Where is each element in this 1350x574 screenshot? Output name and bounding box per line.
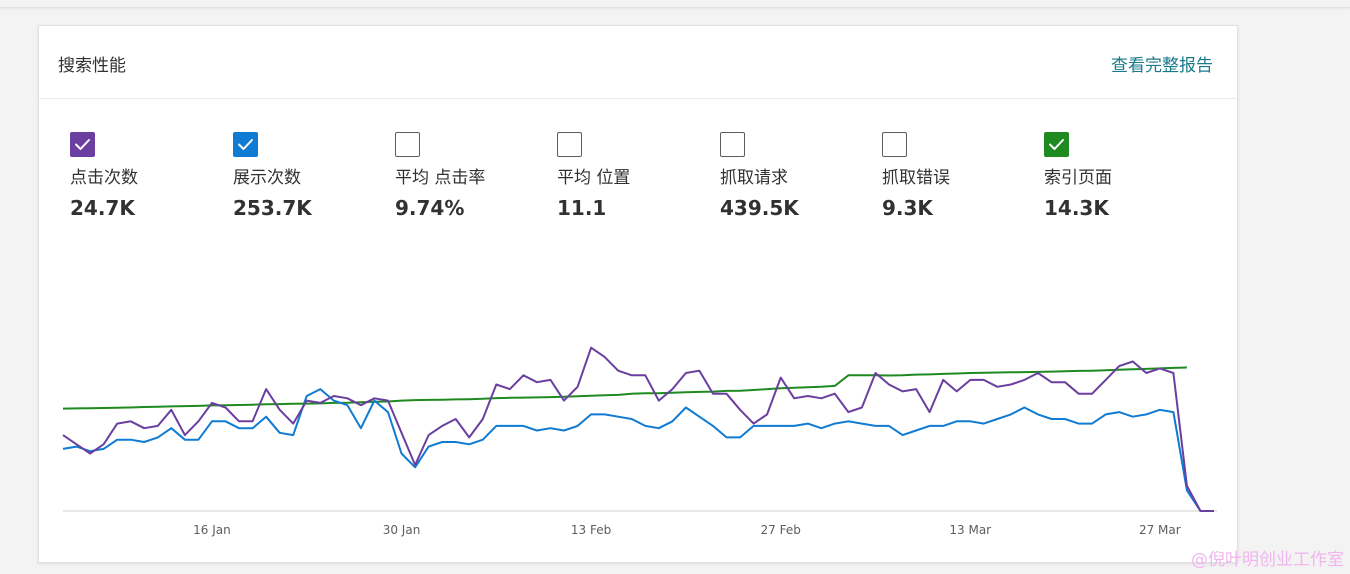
x-tick-label: 27 Feb	[761, 523, 801, 537]
metric-ctr[interactable]: 平均 点击率 9.74%	[395, 132, 545, 220]
metric-checkbox[interactable]	[720, 132, 745, 157]
performance-chart: 16 Jan 30 Jan 13 Feb 27 Feb 13 Mar 27 Mar	[62, 346, 1217, 537]
metric-label: 抓取错误	[882, 168, 950, 188]
metric-crawl-requests[interactable]: 抓取请求 439.5K	[720, 132, 870, 220]
x-tick-label: 27 Mar	[1139, 523, 1181, 537]
metric-checkbox[interactable]	[882, 132, 907, 157]
metric-value: 14.3K	[1044, 196, 1109, 220]
checkmark-icon	[238, 139, 253, 150]
indexed-pages-series-line	[62, 366, 1187, 410]
metric-checkbox[interactable]	[557, 132, 582, 157]
metric-checkbox[interactable]	[1044, 132, 1069, 157]
search-performance-card: 搜索性能 查看完整报告 点击次数 24.7K 展示次数 253.7K 平均 点击率 9.7…	[38, 25, 1238, 563]
metric-checkbox[interactable]	[70, 132, 95, 157]
metric-indexed-pages[interactable]: 索引页面 14.3K	[1044, 132, 1194, 220]
checkmark-icon	[75, 139, 90, 150]
metric-value: 9.74%	[395, 196, 465, 220]
metric-value: 9.3K	[882, 196, 933, 220]
card-header: 搜索性能 查看完整报告	[39, 26, 1237, 99]
x-tick-label: 16 Jan	[193, 523, 231, 537]
metric-clicks[interactable]: 点击次数 24.7K	[70, 132, 220, 220]
metric-value: 439.5K	[720, 196, 799, 220]
x-tick-label: 30 Jan	[383, 523, 421, 537]
metric-label: 展示次数	[233, 168, 301, 188]
top-bar	[0, 0, 1350, 8]
x-tick-label: 13 Mar	[949, 523, 991, 537]
metric-impressions[interactable]: 展示次数 253.7K	[233, 132, 383, 220]
metric-checkbox[interactable]	[233, 132, 258, 157]
metric-label: 平均 点击率	[395, 168, 486, 188]
metric-position[interactable]: 平均 位置 11.1	[557, 132, 707, 220]
clicks-series-line	[62, 346, 1214, 512]
metric-label: 平均 位置	[557, 168, 631, 188]
metric-crawl-errors[interactable]: 抓取错误 9.3K	[882, 132, 1032, 220]
metric-value: 11.1	[557, 196, 607, 220]
metric-value: 24.7K	[70, 196, 135, 220]
metric-label: 点击次数	[70, 168, 138, 188]
watermark: @倪叶明创业工作室	[1191, 550, 1344, 570]
metric-label: 索引页面	[1044, 168, 1112, 188]
impressions-series-line	[62, 388, 1214, 512]
x-tick-label: 13 Feb	[571, 523, 611, 537]
metric-checkbox[interactable]	[395, 132, 420, 157]
metric-label: 抓取请求	[720, 168, 788, 188]
view-full-report-link[interactable]: 查看完整报告	[1111, 56, 1213, 76]
card-title: 搜索性能	[58, 56, 126, 76]
checkmark-icon	[1049, 139, 1064, 150]
metric-value: 253.7K	[233, 196, 312, 220]
